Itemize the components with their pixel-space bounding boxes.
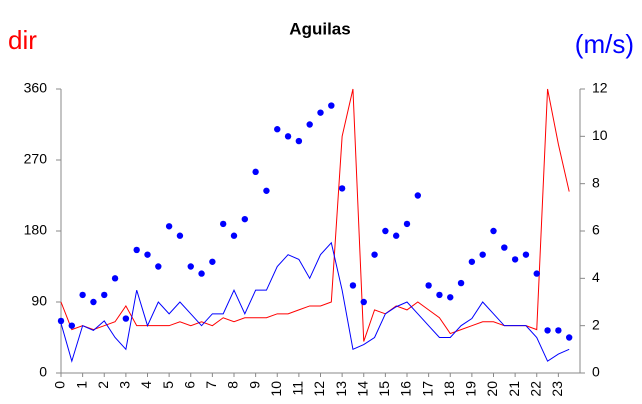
data-point bbox=[533, 270, 540, 277]
y-tick-label: 360 bbox=[24, 80, 48, 96]
x-tick-label: 22 bbox=[527, 381, 543, 397]
data-point bbox=[338, 185, 346, 192]
x-tick-label: 13 bbox=[333, 381, 349, 397]
data-point bbox=[479, 251, 486, 258]
data-point bbox=[360, 298, 367, 306]
y-tick-label: 90 bbox=[31, 293, 47, 309]
x-tick-label: 3 bbox=[117, 381, 133, 389]
y2-tick-label: 6 bbox=[592, 222, 600, 238]
data-point bbox=[155, 263, 162, 270]
y-tick-label: 270 bbox=[24, 151, 48, 167]
data-line bbox=[60, 88, 570, 342]
data-point bbox=[490, 227, 497, 235]
data-point bbox=[219, 220, 227, 228]
data-point bbox=[133, 246, 140, 254]
data-point bbox=[328, 102, 335, 109]
data-point bbox=[392, 232, 400, 239]
x-tick-label: 8 bbox=[225, 381, 241, 389]
data-point bbox=[555, 327, 562, 334]
x-tick-label: 20 bbox=[484, 381, 500, 397]
y-tick-label: 180 bbox=[24, 222, 48, 238]
data-point bbox=[382, 227, 389, 235]
data-point bbox=[511, 256, 519, 263]
y2-tick-label: 10 bbox=[592, 127, 608, 143]
data-point bbox=[317, 109, 324, 116]
x-tick-label: 16 bbox=[398, 381, 414, 397]
data-point bbox=[447, 294, 454, 301]
x-tick-label: 0 bbox=[52, 381, 68, 389]
x-tick-label: 23 bbox=[549, 381, 565, 397]
data-point bbox=[90, 298, 97, 306]
data-point bbox=[68, 322, 76, 329]
data-point bbox=[122, 315, 130, 322]
data-point bbox=[274, 126, 281, 133]
x-tick-label: 7 bbox=[203, 381, 219, 389]
y2-tick-label: 0 bbox=[592, 364, 600, 380]
data-point bbox=[425, 282, 432, 289]
x-tick-label: 17 bbox=[419, 381, 435, 397]
data-point bbox=[295, 137, 303, 145]
x-tick-label: 12 bbox=[311, 381, 327, 397]
data-line bbox=[60, 241, 570, 363]
x-tick-label: 19 bbox=[463, 381, 479, 397]
data-point bbox=[501, 244, 508, 251]
data-point bbox=[403, 220, 411, 228]
y2-tick-label: 2 bbox=[592, 316, 600, 332]
data-point bbox=[230, 232, 238, 239]
data-point bbox=[79, 291, 86, 299]
data-point bbox=[241, 215, 249, 223]
data-point bbox=[468, 258, 476, 265]
x-tick-label: 6 bbox=[181, 381, 197, 389]
x-tick-label: 9 bbox=[246, 381, 262, 389]
data-point bbox=[522, 251, 530, 258]
data-point bbox=[306, 121, 313, 128]
data-point bbox=[57, 317, 65, 325]
data-point bbox=[101, 291, 108, 299]
data-point bbox=[252, 168, 259, 176]
data-point bbox=[263, 187, 270, 194]
data-point bbox=[176, 232, 184, 239]
y2-tick-label: 12 bbox=[592, 80, 608, 96]
y-axis-label: dir bbox=[8, 25, 37, 55]
x-tick-label: 10 bbox=[268, 381, 284, 397]
x-tick-label: 2 bbox=[95, 381, 111, 389]
data-point bbox=[111, 275, 119, 282]
data-point bbox=[198, 270, 205, 277]
data-point bbox=[371, 251, 378, 258]
x-tick-label: 11 bbox=[290, 381, 306, 396]
data-point bbox=[436, 291, 443, 299]
data-point bbox=[544, 327, 551, 334]
x-tick-label: 21 bbox=[506, 381, 522, 397]
x-tick-label: 5 bbox=[160, 381, 176, 389]
data-point bbox=[565, 334, 573, 341]
data-point bbox=[209, 258, 216, 265]
data-point bbox=[165, 223, 173, 230]
x-tick-label: 15 bbox=[376, 381, 392, 397]
data-point bbox=[284, 133, 292, 140]
data-point bbox=[457, 279, 465, 287]
data-point bbox=[144, 251, 151, 258]
y2-axis-label: (m/s) bbox=[575, 29, 634, 59]
x-tick-label: 14 bbox=[354, 381, 370, 397]
x-tick-label: 4 bbox=[138, 381, 154, 389]
x-tick-label: 1 bbox=[73, 381, 89, 389]
data-point bbox=[349, 282, 357, 289]
y-tick-label: 0 bbox=[39, 364, 47, 380]
data-point bbox=[414, 192, 422, 199]
y2-tick-label: 8 bbox=[592, 174, 600, 190]
data-point bbox=[187, 263, 194, 270]
x-tick-label: 18 bbox=[441, 381, 457, 397]
chart-title: Aguilas bbox=[289, 19, 350, 38]
y2-tick-label: 4 bbox=[592, 269, 600, 285]
